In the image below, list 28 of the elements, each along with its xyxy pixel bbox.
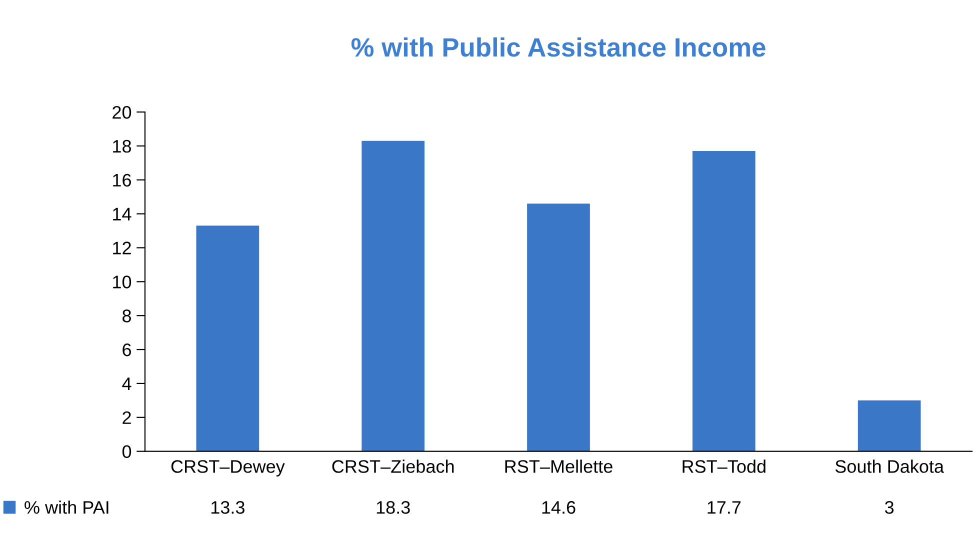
data-label: 18.3 (376, 501, 410, 514)
x-tick-label: RST–Todd (682, 460, 766, 473)
legend-label: % with PAI (24, 500, 108, 514)
bar (196, 226, 260, 452)
x-tick-label: South Dakota (835, 460, 944, 473)
x-tick-label: CRST–Dewey (171, 460, 285, 476)
data-label: 14.6 (542, 501, 576, 514)
y-tick-label: 6 (122, 343, 131, 356)
y-tick-label: 8 (122, 310, 131, 322)
y-tick-label: 10 (113, 276, 132, 288)
y-tick-label: 0 (122, 445, 132, 458)
bar (527, 204, 590, 452)
chart-title: % with Public Assistance Income (351, 37, 766, 57)
bar (692, 151, 756, 452)
data-label: 13.3 (211, 501, 244, 514)
data-label: 3 (884, 501, 894, 514)
y-tick-label: 14 (113, 208, 132, 220)
y-tick-label: 2 (122, 411, 131, 424)
y-tick-label: 4 (122, 378, 132, 390)
x-tick-label: CRST–Ziebach (332, 460, 454, 473)
y-tick-label: 12 (113, 242, 131, 254)
bar (362, 140, 425, 452)
data-label: 17.7 (708, 501, 741, 514)
x-tick-label: RST–Mellette (505, 460, 612, 473)
y-tick-label: 16 (113, 174, 131, 187)
bar (858, 400, 921, 452)
y-tick-label: 18 (113, 140, 131, 153)
y-tick-label: 20 (112, 106, 132, 119)
